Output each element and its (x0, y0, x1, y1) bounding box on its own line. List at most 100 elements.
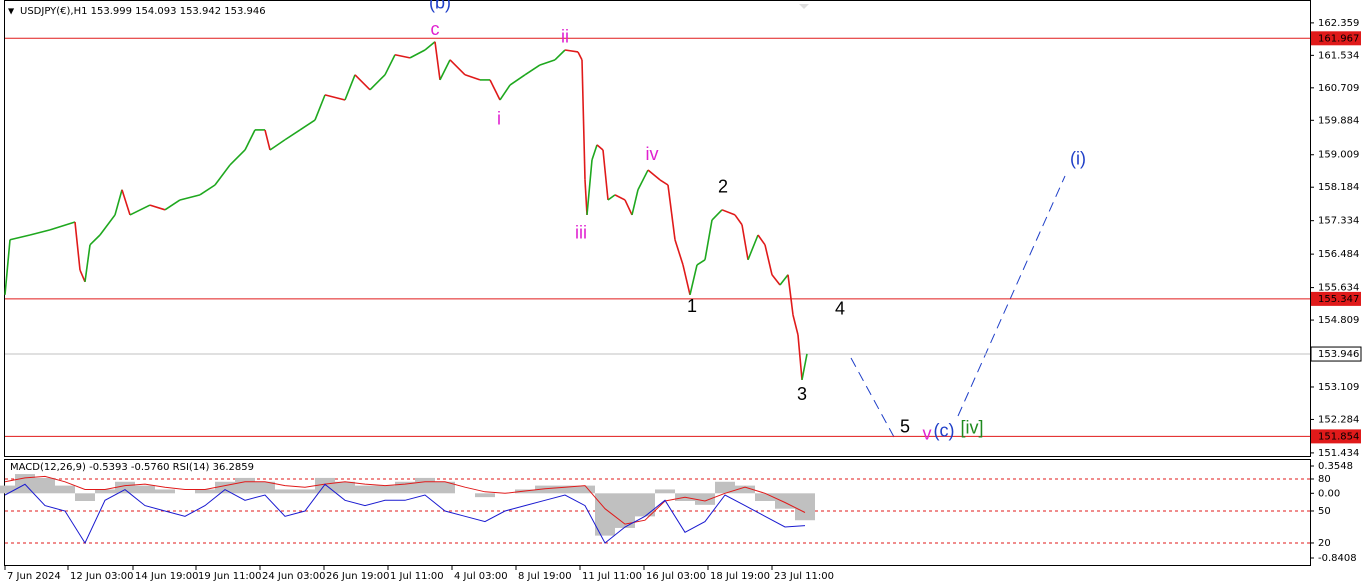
price-label-box (1311, 31, 1361, 46)
price-segment (79, 269, 86, 283)
price-segment (199, 184, 216, 196)
price-segment (121, 189, 131, 216)
price-frame (4, 0, 1311, 457)
price-segment (89, 234, 101, 246)
price-segment (314, 94, 326, 121)
price-segment (439, 59, 451, 81)
price-segment (464, 74, 481, 81)
histogram-bar (295, 489, 315, 494)
price-segment (164, 199, 181, 211)
price-segment (554, 49, 566, 61)
wave-label: (b) (429, 0, 451, 12)
histogram-bar (715, 481, 735, 494)
y-tick-label: 80 (1318, 474, 1331, 485)
price-segment (704, 219, 713, 260)
x-tick-label: 11 Jul 11:00 (582, 571, 642, 582)
price-segment (577, 51, 583, 61)
price-segment (757, 234, 766, 246)
price-segment (624, 199, 633, 216)
wave-label: v (923, 424, 932, 444)
indicator-title: MACD(12,26,9) -0.5393 -0.5760 RSI(14) 36… (10, 462, 254, 473)
y-tick-label: 20 (1318, 538, 1331, 549)
histogram-bar (235, 477, 255, 494)
price-segment (324, 94, 346, 101)
histogram-bar (535, 485, 555, 494)
price-label-box (1311, 291, 1361, 306)
y-tick-label: 157.334 (1318, 216, 1359, 227)
price-segment (586, 159, 593, 215)
price-segment (647, 169, 661, 181)
price-segment (711, 209, 723, 221)
y-tick-label: 156.484 (1318, 249, 1359, 260)
histogram-bar (0, 485, 15, 494)
menu-arrow[interactable]: ▼ (8, 7, 15, 16)
x-tick-label: 4 Jul 03:00 (454, 571, 508, 582)
wave-label: 1 (687, 296, 697, 316)
wave-label: (c) (934, 421, 955, 441)
x-tick-label: 18 Jul 19:00 (710, 571, 770, 582)
price-segment (674, 239, 684, 266)
histogram-bar (615, 493, 635, 528)
price-segment (524, 64, 541, 76)
histogram-bar (755, 493, 775, 501)
x-tick-label: 26 Jun 19:00 (326, 571, 390, 582)
y-tick-label: 159.884 (1318, 115, 1359, 126)
projection (850, 175, 1066, 438)
price-segment (747, 234, 759, 261)
price-segment (682, 264, 691, 296)
price-segment (114, 189, 123, 216)
indicator-line (4, 475, 806, 525)
price-segment (9, 234, 31, 241)
price-segment (394, 53, 411, 59)
price-label: 155.347 (1318, 294, 1359, 305)
price-segment (741, 224, 749, 260)
price-segment (129, 204, 151, 216)
x-tick-label: 19 Jun 11:00 (198, 571, 262, 582)
price-segment (179, 194, 201, 201)
price-segment (696, 259, 706, 266)
y-tick-label: 160.709 (1318, 83, 1359, 94)
y-tick-label: 151.434 (1318, 448, 1359, 459)
histogram-bar (335, 481, 355, 494)
price-segment (659, 179, 669, 186)
price-segment (29, 229, 51, 236)
price-label-box (1311, 429, 1361, 444)
price-segment (499, 84, 511, 101)
y-tick-label: 155.634 (1318, 283, 1359, 294)
price-segment (721, 209, 736, 216)
wave-label: [iv] (960, 417, 983, 437)
price-segment (99, 214, 116, 236)
x-tick-label: 7 Jun 2024 (7, 571, 61, 582)
histogram-bar (795, 493, 815, 521)
price-segment (449, 59, 466, 76)
price-segment (354, 74, 371, 91)
histogram-bar (355, 485, 375, 494)
wave-label: (i) (1070, 149, 1086, 169)
histogram-bar (215, 481, 235, 494)
price-segment (779, 274, 789, 286)
price-segment (489, 79, 501, 101)
price-label: 151.854 (1318, 431, 1359, 442)
y-tick-label: 50 (1318, 506, 1331, 517)
histogram-bar (75, 493, 95, 501)
price-segment (149, 204, 166, 211)
wave-label: iv (646, 144, 659, 164)
price-segment (667, 184, 676, 240)
x-tick-label: 23 Jul 11:00 (774, 571, 834, 582)
histogram-bar (115, 481, 135, 494)
histogram-bar (575, 485, 595, 494)
chart-title: USDJPY(€),H1 153.999 154.093 153.942 153… (20, 6, 266, 17)
y-tick-label: -0.8408 (1318, 553, 1357, 564)
histogram-bar (435, 481, 455, 494)
histogram-bar (155, 489, 175, 494)
y-tick-label: 154.809 (1318, 315, 1359, 326)
price-segment (284, 129, 301, 141)
shift-marker (799, 4, 809, 9)
price-segment (581, 59, 586, 180)
last-price-box (1310, 346, 1362, 362)
y-tick-label: 153.109 (1318, 382, 1359, 393)
wave-label: 3 (797, 384, 807, 404)
price-segment (299, 119, 316, 131)
histogram-bar (375, 485, 395, 494)
price-segment (584, 179, 588, 215)
